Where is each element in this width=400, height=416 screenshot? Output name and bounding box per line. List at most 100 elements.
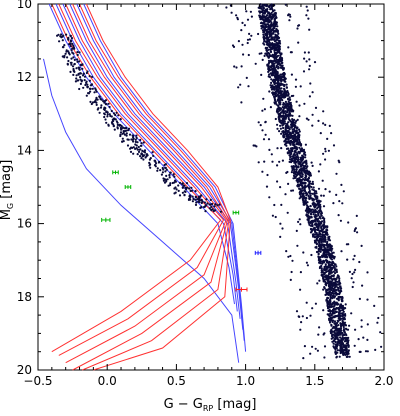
field-star-point [316,349,319,352]
field-star-point [323,345,327,348]
main-sequence-point [267,75,270,78]
field-star-point [285,250,288,253]
field-star-point [366,298,369,301]
field-star-point [287,46,290,49]
main-sequence-point [268,41,271,44]
main-sequence-point [300,143,303,146]
white-dwarf-point [123,127,126,130]
main-sequence-point [270,48,273,51]
field-star-point [262,97,265,100]
white-dwarf-point [194,203,198,206]
main-sequence-point [278,114,281,118]
main-sequence-point [294,158,297,161]
main-sequence-point [343,318,346,321]
white-dwarf-point [105,103,108,106]
main-sequence-point [328,268,331,272]
x-axis-title-unit: [mag] [213,397,256,412]
main-sequence-point [324,274,328,277]
main-sequence-point [308,197,311,200]
main-sequence-point [299,148,302,151]
field-star-point [326,301,329,304]
white-dwarf-point [91,101,94,104]
white-dwarf-point [200,194,203,197]
field-star-point [344,348,347,351]
main-sequence-point [269,16,272,19]
white-dwarf-point [107,123,110,126]
white-dwarf-point [135,134,138,137]
error-bar-blue [254,250,262,256]
main-sequence-point [264,8,267,11]
field-star-point [299,328,302,331]
main-sequence-point [265,41,268,44]
field-star-point [289,254,292,258]
main-sequence-point [318,233,321,236]
field-star-point [225,6,228,9]
field-star-point [299,288,302,291]
white-dwarf-point [122,140,125,143]
main-sequence-point [346,337,349,340]
main-sequence-point [342,349,345,352]
field-star-point [344,303,347,306]
main-sequence-point [341,338,345,341]
main-sequence-point [294,170,297,174]
white-dwarf-point [132,152,135,155]
field-star-point [274,117,277,121]
main-sequence-point [276,34,279,38]
main-sequence-point [283,89,286,92]
main-sequence-point [260,21,263,24]
white-dwarf-point [178,181,182,184]
x-axis-title: G − GRP [mag] [164,397,257,413]
main-sequence-point [332,274,335,277]
field-star-point [338,200,341,203]
main-sequence-point [341,351,344,354]
white-dwarf-point [110,109,113,113]
main-sequence-point [265,25,268,29]
white-dwarf-point [167,184,170,187]
field-star-point [280,147,283,150]
main-sequence-point [317,255,320,258]
white-dwarf-point [72,44,75,47]
field-star-point [271,214,274,217]
main-sequence-point [270,13,274,16]
white-dwarf-point [197,197,200,200]
main-sequence-point [324,281,327,284]
main-sequence-point [271,37,274,40]
main-sequence-point [326,296,329,299]
field-star-point [352,281,355,284]
white-dwarf-point [96,108,99,111]
main-sequence-point [305,214,308,217]
main-sequence-point [266,49,269,53]
main-sequence-point [270,74,273,77]
main-sequence-point [279,56,282,59]
field-star-point [301,315,304,318]
field-star-point [308,64,311,67]
field-star-point [337,214,340,217]
white-dwarf-point [85,94,88,97]
field-star-point [324,263,327,266]
main-sequence-point [323,236,326,239]
main-sequence-point [327,278,330,281]
field-star-point [303,102,306,105]
plot-area [37,3,385,371]
main-sequence-point [288,98,291,101]
field-star-point [279,222,282,225]
main-sequence-point [332,281,335,284]
white-dwarf-point [191,195,194,198]
main-sequence-point [301,178,304,181]
white-dwarf-point [140,142,143,145]
white-dwarf-point [106,115,109,118]
field-star-point [338,161,341,164]
main-sequence-point [309,228,313,231]
main-sequence-point [300,160,303,163]
white-dwarf-point [188,187,191,190]
white-dwarf-point [73,58,76,62]
field-star-point [291,189,295,192]
main-sequence-point [301,187,304,190]
field-star-point [282,134,285,137]
main-sequence-point [286,140,289,143]
main-sequence-point [311,223,314,226]
main-sequence-point [291,157,294,160]
field-star-point [311,91,314,94]
white-dwarf-point [89,90,92,93]
field-star-point [298,130,301,133]
